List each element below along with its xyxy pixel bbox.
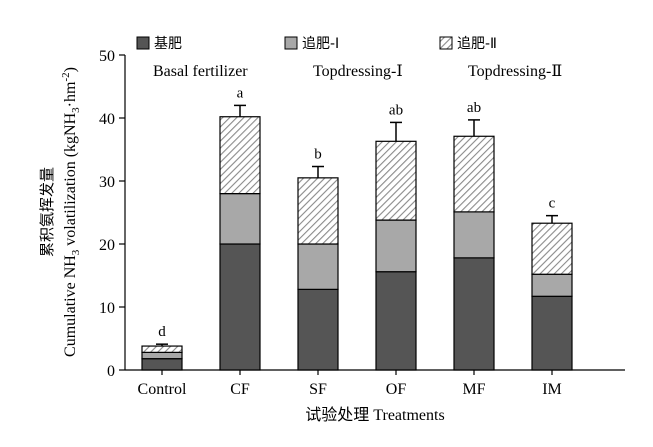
x-tick-label: MF <box>462 381 485 398</box>
x-ticks: Control CF SF OF MF IM <box>138 370 562 398</box>
legend-label-cn: 基肥 <box>154 35 182 52</box>
bar-segment-2 <box>141 345 183 353</box>
legend: 基肥 Basal fertilizer 追肥-Ⅰ Topdressing-Ⅰ 追肥-Ⅱ T… <box>136 35 562 80</box>
x-tick-label: SF <box>309 381 327 398</box>
significance-label: c <box>549 196 556 212</box>
bar-segment-2 <box>219 116 261 195</box>
bar-segment-0 <box>375 271 417 371</box>
legend-swatch-2 <box>439 36 453 50</box>
bar-segment-0 <box>297 288 339 371</box>
significance-label: ab <box>467 100 481 116</box>
bar-segment-1 <box>453 211 495 259</box>
legend-label: Basal fertilizer <box>153 63 248 80</box>
bar-segment-2 <box>297 177 339 245</box>
legend-label: Topdressing-Ⅱ <box>468 63 562 80</box>
legend-swatch-0 <box>136 36 150 50</box>
significance-label: ab <box>389 102 403 118</box>
bar-segment-1 <box>141 351 183 360</box>
y-tick-label: 30 <box>99 174 115 191</box>
bar-segment-1 <box>531 273 573 297</box>
significance-label: a <box>237 85 244 101</box>
x-tick-label: CF <box>230 381 250 398</box>
y-axis-label-cn: 累积氨挥发量 <box>38 167 56 257</box>
y-tick-label: 10 <box>99 300 115 317</box>
y-tick-label: 40 <box>99 111 115 128</box>
x-axis-label: 试验处理 Treatments <box>305 406 444 424</box>
legend-label-cn: 追肥-Ⅱ <box>457 36 497 52</box>
legend-swatch-1 <box>284 36 298 50</box>
significance-label: b <box>314 147 322 163</box>
bar-segment-1 <box>297 243 339 290</box>
legend-label-cn: 追肥-Ⅰ <box>302 36 339 52</box>
y-ticks: 0 10 20 30 40 50 <box>99 48 125 380</box>
bar-segment-0 <box>219 243 261 371</box>
bar-segment-0 <box>453 257 495 371</box>
bar-segment-2 <box>375 140 417 221</box>
y-tick-label: 0 <box>107 363 115 380</box>
significance-label: d <box>158 324 166 340</box>
bar-segment-0 <box>141 358 183 371</box>
bar-segment-0 <box>531 295 573 371</box>
bar-segment-2 <box>453 135 495 213</box>
legend-label: Topdressing-Ⅰ <box>313 63 403 80</box>
y-tick-label: 20 <box>99 237 115 254</box>
bar-segment-1 <box>375 219 417 273</box>
y-axis-label: Cumulative NH3 volatilization (kgNH3·hm-… <box>60 67 82 357</box>
x-tick-label: OF <box>386 381 407 398</box>
bar-segment-1 <box>219 193 261 245</box>
bar-segment-2 <box>531 222 573 275</box>
x-tick-label: IM <box>542 381 562 398</box>
x-tick-label: Control <box>138 381 187 398</box>
y-tick-label: 50 <box>99 48 115 65</box>
